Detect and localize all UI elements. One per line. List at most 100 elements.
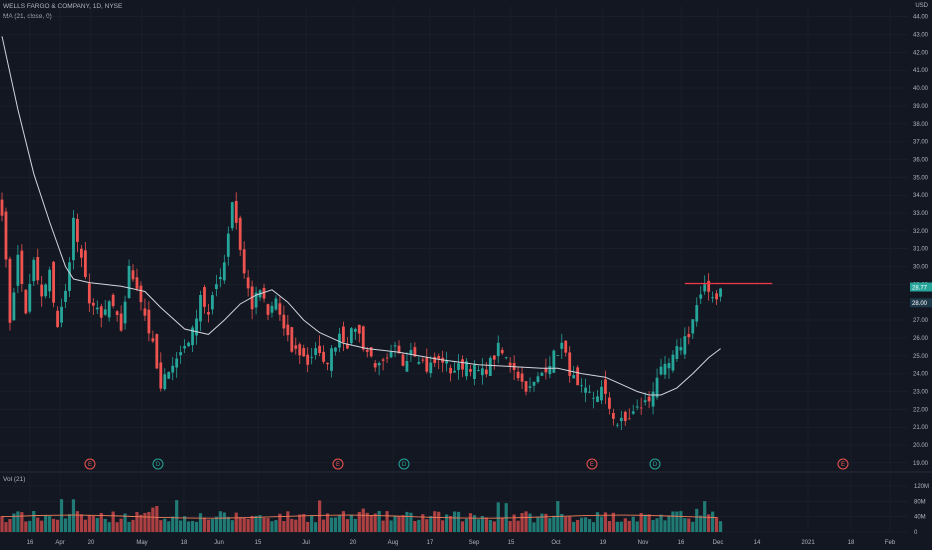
volume-bar	[460, 521, 465, 532]
volume-bar	[476, 519, 480, 532]
candle-body	[373, 363, 377, 368]
time-tick-label: 18	[848, 540, 855, 546]
volume-bar	[282, 521, 286, 532]
candle-body	[107, 301, 111, 318]
volume-bar	[266, 518, 270, 532]
candle-body	[262, 287, 266, 299]
volume-bar	[143, 512, 147, 532]
candle-body	[4, 211, 8, 260]
candle-body	[175, 358, 179, 368]
candle-body	[36, 257, 40, 281]
volume-bar	[349, 514, 353, 532]
candle-body	[385, 357, 389, 359]
volume-bar	[151, 507, 155, 532]
price-tick-label: 27.00	[913, 318, 929, 324]
marker-label: D	[653, 462, 658, 468]
volume-bar	[679, 511, 683, 532]
candle-body	[203, 287, 206, 307]
time-tick-label: 19	[600, 540, 607, 546]
time-tick-label: 14	[754, 540, 761, 546]
candle-body	[524, 381, 528, 392]
time-tick-label: Apr	[55, 540, 64, 546]
ma-price-tag	[910, 298, 932, 308]
volume-bar	[190, 520, 195, 532]
candle-body	[611, 412, 615, 419]
price-tick-label: 36.00	[913, 157, 929, 163]
candle-body	[504, 357, 508, 358]
candle-body	[484, 369, 488, 375]
volume-bar	[48, 516, 52, 532]
candle-body	[91, 302, 95, 306]
candle-body	[671, 354, 675, 371]
candle-body	[270, 305, 274, 313]
volume-bar	[452, 511, 457, 532]
volume-bar	[583, 517, 588, 532]
volume-bar	[377, 510, 381, 532]
candle-body	[532, 381, 536, 386]
dividend-marker: D	[398, 458, 410, 470]
volume-bar	[393, 516, 397, 532]
volume-bar	[560, 513, 564, 532]
candle-body	[199, 295, 202, 322]
volume-bar	[683, 518, 687, 532]
price-tick-label: 21.00	[913, 425, 929, 431]
candle-body	[429, 362, 433, 374]
volume-bar	[127, 521, 131, 532]
volume-bar	[643, 514, 647, 532]
candle-body	[413, 347, 417, 357]
candle-body	[147, 309, 151, 334]
candle-body	[473, 364, 476, 380]
candle-body	[655, 377, 659, 398]
volume-bar	[711, 511, 715, 532]
earnings-marker: E	[332, 458, 344, 470]
candle-body	[520, 373, 524, 382]
candle-body	[631, 411, 635, 414]
candle-body	[619, 417, 623, 422]
candle-body	[453, 370, 456, 373]
candle-body	[627, 418, 631, 420]
volume-bar	[718, 521, 723, 532]
candle-body	[715, 293, 718, 300]
time-tick-label: 17	[427, 540, 434, 546]
volume-bar	[703, 501, 707, 532]
volume-bar	[222, 512, 226, 532]
volume-bar	[405, 511, 409, 532]
volume-bar	[318, 500, 322, 532]
volume-bar	[445, 514, 449, 532]
volume-tick-label: 40M	[914, 515, 926, 521]
volume-bar	[671, 511, 675, 532]
volume-bar	[294, 519, 298, 532]
candle-body	[80, 248, 83, 258]
volume-bar	[79, 514, 83, 532]
candle-body	[417, 362, 421, 364]
volume-bar	[119, 518, 123, 532]
volume-bar	[715, 517, 719, 532]
time-tick-label: Jun	[214, 540, 224, 546]
volume-bar	[155, 505, 159, 532]
volume-bar	[175, 500, 179, 532]
candle-body	[52, 261, 56, 303]
candle-body	[103, 309, 107, 315]
candle-body	[409, 350, 413, 355]
candle-body	[24, 289, 28, 314]
volume-bar	[389, 520, 393, 532]
candle-body	[20, 250, 24, 284]
volume-bar	[572, 521, 576, 532]
marker-label: E	[336, 462, 340, 468]
candle-body	[389, 351, 393, 358]
volume-bar	[603, 512, 608, 532]
candle-body	[405, 361, 409, 372]
volume-bar	[413, 521, 417, 532]
volume-bar	[691, 521, 695, 532]
volume-bar	[449, 515, 453, 532]
volume-bar	[615, 521, 619, 532]
candle-body	[508, 362, 512, 366]
candle-body	[564, 340, 568, 353]
volume-bar	[421, 514, 425, 532]
volume-bar	[186, 521, 191, 532]
price-tick-label: 41.00	[913, 68, 929, 74]
candle-body	[492, 355, 496, 360]
time-tick-label: Sep	[469, 540, 480, 546]
volume-bar	[587, 519, 592, 532]
